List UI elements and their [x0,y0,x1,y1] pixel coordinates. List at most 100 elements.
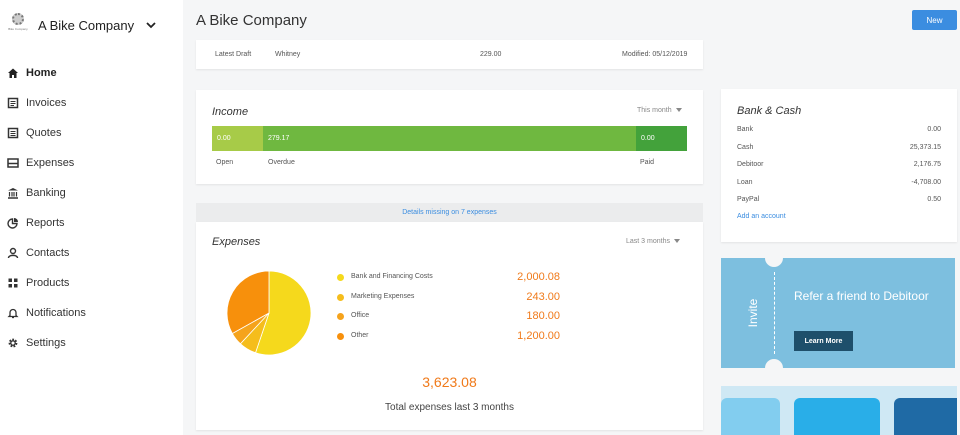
account-balance: 2,176.75 [913,161,941,168]
expense-legend-item[interactable]: Other 1,200.00 [337,330,560,343]
income-overdue-value: 279.17 [268,135,290,142]
sidebar-item-label: Expenses [26,157,75,169]
draft-status: Latest Draft [215,51,252,58]
caret-down-icon [675,108,682,113]
ticket-notch [765,359,783,368]
income-overdue-label: Overdue [268,159,295,166]
products-icon [8,278,18,288]
sidebar-item-products[interactable]: Products [0,268,183,298]
add-account-link[interactable]: Add an account [737,213,786,220]
latest-draft-row[interactable]: Latest Draft Whitney 229.00 Modified: 05… [196,40,703,69]
legend-value: 2,000.08 [517,271,560,283]
sidebar-item-quotes[interactable]: Quotes [0,118,183,148]
company-logo: Bike Company [8,13,28,37]
sidebar-item-settings[interactable]: Settings [0,328,183,358]
promo-tile [794,398,880,435]
income-period-select[interactable]: This month [637,107,682,114]
promo-tile [721,398,780,435]
sidebar-item-notifications[interactable]: Notifications [0,298,183,328]
expense-legend-item[interactable]: Office 180.00 [337,310,560,323]
expense-legend-item[interactable]: Bank and Financing Costs 2,000.08 [337,271,560,284]
expenses-total-label: Total expenses last 3 months [385,402,514,413]
account-name: Cash [737,144,754,151]
account-balance: 0.50 [927,196,941,203]
income-overdue-segment[interactable]: 279.17 [263,126,636,151]
account-name: Debitoor [737,161,764,168]
legend-dot [337,333,344,340]
sidebar-item-banking[interactable]: Banking [0,178,183,208]
sidebar-item-invoices[interactable]: Invoices [0,88,183,118]
legend-value: 243.00 [526,291,560,303]
promo-banner[interactable] [721,386,957,435]
account-balance: 0.00 [927,126,941,133]
sidebar-item-label: Reports [26,217,65,229]
bank-cash-title: Bank & Cash [737,105,802,117]
expenses-title: Expenses [212,236,261,248]
expense-icon [7,158,19,168]
expenses-pie-chart[interactable] [226,270,312,356]
account-name: Loan [737,179,753,186]
reports-icon [7,218,18,229]
sidebar-item-label: Settings [26,337,66,349]
income-paid-segment[interactable]: 0.00 [636,126,687,151]
sidebar-item-label: Products [26,277,70,289]
sidebar-item-contacts[interactable]: Contacts [0,238,183,268]
page-title: A Bike Company [196,12,307,29]
legend-label: Bank and Financing Costs [351,273,433,280]
bank-account-row[interactable]: Debitoor 2,176.75 [737,161,941,168]
legend-value: 1,200.00 [517,330,560,342]
account-name: Bank [737,126,753,133]
sidebar-item-home[interactable]: Home [0,58,183,88]
invoice-icon [7,97,19,109]
sidebar-item-label: Banking [26,187,66,199]
bank-account-row[interactable]: Loan -4,708.00 [737,179,941,186]
income-bar: 0.00 279.17 0.00 [212,126,687,151]
draft-amount: 229.00 [480,51,502,58]
missing-details-notice[interactable]: Details missing on 7 expenses [196,203,703,222]
refer-text: Refer a friend to Debitoor [794,289,929,303]
ticket-notch [765,258,783,267]
legend-dot [337,294,344,301]
legend-label: Other [351,332,369,339]
company-name: A Bike Company [38,17,135,33]
bell-icon [7,308,19,319]
learn-more-button[interactable]: Learn More [794,331,853,351]
company-switcher[interactable]: Bike Company A Bike Company [8,12,156,38]
income-period-label: This month [637,107,672,114]
account-balance: -4,708.00 [911,179,941,186]
expenses-period-select[interactable]: Last 3 months [626,238,680,245]
new-button[interactable]: New [912,10,957,30]
sidebar-item-expenses[interactable]: Expenses [0,148,183,178]
legend-label: Office [351,312,370,319]
income-title: Income [212,106,249,118]
refer-friend-card[interactable]: Invite Refer a friend to Debitoor Learn … [721,258,955,368]
pie-slice-3[interactable] [226,270,270,335]
chevron-down-icon[interactable] [146,20,156,30]
income-open-value: 0.00 [217,135,231,142]
legend-value: 180.00 [526,310,560,322]
home-icon [8,68,18,78]
bank-icon [8,188,18,199]
draft-contact: Whitney [275,51,301,58]
caret-down-icon [673,239,680,244]
sidebar: Bike Company A Bike Company Home Invoice… [0,0,183,435]
bank-account-row[interactable]: Cash 25,373.15 [737,144,941,151]
sidebar-item-label: Notifications [26,307,86,319]
legend-dot [337,313,344,320]
invite-label: Invite [746,298,760,328]
income-open-segment[interactable]: 0.00 [212,126,263,151]
legend-label: Marketing Expenses [351,293,415,300]
sidebar-nav: Home Invoices Quotes Expenses Banking Re… [0,58,183,358]
sidebar-item-label: Home [26,67,57,79]
quote-icon [7,127,19,139]
income-paid-value: 0.00 [641,135,655,142]
legend-dot [337,274,344,281]
promo-tile [894,398,957,435]
sidebar-item-label: Contacts [26,247,70,259]
sidebar-item-reports[interactable]: Reports [0,208,183,238]
income-paid-label: Paid [640,159,655,166]
income-card: Income This month 0.00 279.17 0.00 Open … [196,90,703,184]
bank-account-row[interactable]: PayPal 0.50 [737,196,941,203]
expense-legend-item[interactable]: Marketing Expenses 243.00 [337,291,560,304]
bank-account-row[interactable]: Bank 0.00 [737,126,941,133]
